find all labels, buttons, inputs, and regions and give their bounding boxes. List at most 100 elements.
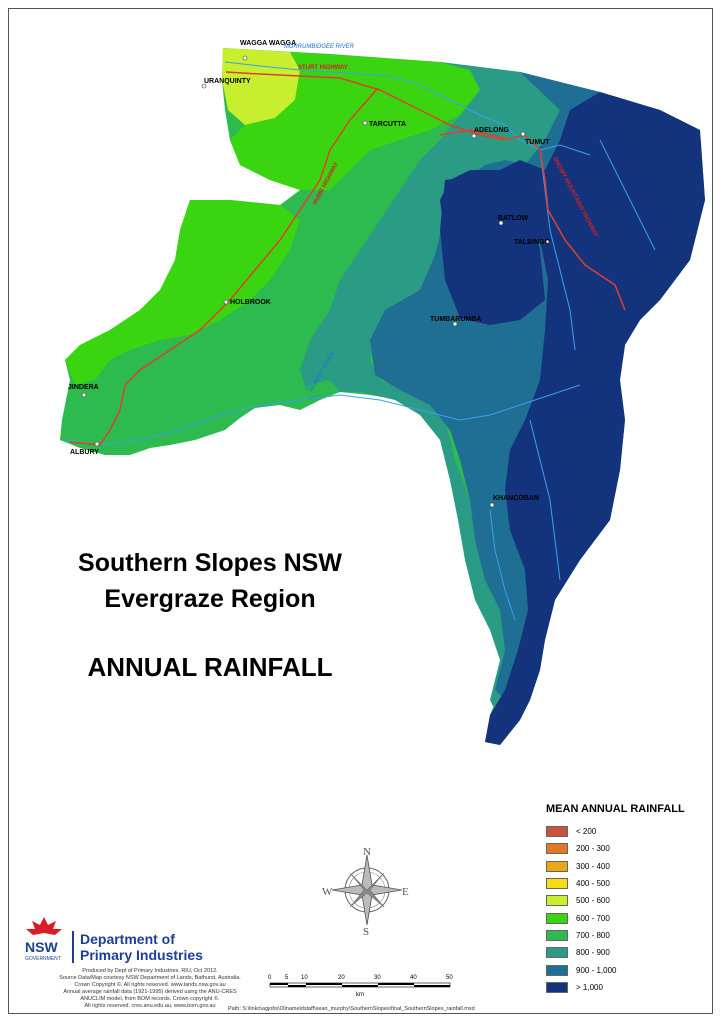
government-wordmark: GOVERNMENT	[25, 956, 61, 962]
tooma-river-line	[529, 419, 561, 581]
legend-swatch	[546, 981, 568, 993]
holbrook-label: HOLBROOK	[230, 299, 271, 306]
wagga-label: WAGGA WAGGA	[240, 40, 296, 47]
scale-segment	[342, 985, 378, 987]
scale-segment	[414, 985, 450, 987]
compass-e: E	[402, 886, 409, 898]
holbrook-marker	[223, 299, 229, 305]
compass-star-diag	[349, 872, 385, 908]
scale-unit: km	[356, 992, 364, 998]
tumbarumba-marker	[452, 321, 458, 327]
talbingo-marker	[545, 239, 551, 245]
sturt-highway-line	[225, 71, 526, 141]
uranquinty-label: URANQUINTY	[204, 78, 251, 85]
jindera-marker	[81, 392, 87, 398]
legend-swatch	[546, 895, 568, 907]
snowy-mountains-highway-line	[524, 134, 626, 311]
legend-swatch	[546, 878, 568, 890]
albury-label: ALBURY	[70, 449, 99, 456]
swampy-plain-river-line	[489, 509, 516, 621]
credit-line: ANUCLIM model, from BOM records. Crown c…	[80, 996, 220, 1002]
compass-w: W	[322, 886, 333, 898]
legend-label: 900 - 1,000	[576, 965, 617, 975]
tumut-marker	[520, 131, 526, 137]
compass-s: S	[363, 926, 369, 935]
scale-segment	[378, 983, 414, 985]
compass-n: N	[363, 846, 371, 858]
scale-tick-10: 10	[301, 975, 308, 981]
scale-tick-30: 30	[374, 975, 381, 981]
jindera-label: JINDERA	[68, 384, 99, 391]
tumbarumba-label: TUMBARUMBA	[430, 316, 481, 323]
legend-label: 500 - 600	[576, 896, 610, 906]
tumut-label: TUMUT	[525, 139, 550, 146]
map-frame	[8, 8, 713, 1014]
credit-line: Source Data/Map courtesy NSW Department …	[59, 975, 241, 981]
map-subtitle: ANNUAL RAINFALL	[87, 652, 333, 682]
place-markers	[81, 55, 551, 508]
legend-item: > 1,000	[546, 979, 716, 996]
waratah-icon: NSW GOVERNMENT	[25, 917, 62, 962]
wagga-link-road	[439, 129, 506, 139]
legend-label: 200 - 300	[576, 844, 610, 854]
scale-segment	[288, 985, 306, 987]
legend-swatch	[546, 964, 568, 976]
credits: Produced by Dept of Primary Industries, …	[30, 968, 270, 1010]
credit-line: All rights reserved. cres.anu.edu.au, ww…	[84, 1003, 216, 1009]
rainfall-zones	[60, 48, 705, 745]
file-path: Path: S:\linko\agjobs\00nameidstaff\sean…	[228, 1006, 475, 1012]
legend-label: 300 - 400	[576, 861, 610, 871]
department-line2: Primary Industries	[80, 947, 203, 963]
map-title-line2: Evergraze Region	[104, 585, 316, 613]
scale-tick-20: 20	[338, 975, 345, 981]
legend-item: 700 - 800	[546, 927, 716, 944]
legend: MEAN ANNUAL RAINFALL < 200 200 - 300 300 -…	[546, 803, 716, 996]
tarcutta-marker	[362, 120, 368, 126]
khancoban-marker	[489, 502, 495, 508]
roads	[69, 71, 626, 446]
legend-swatch	[546, 912, 568, 924]
zone-600-700-north	[230, 52, 480, 190]
murray-river-line	[64, 384, 581, 446]
department-name: Department of Primary Industries	[72, 931, 203, 963]
legend-swatch	[546, 860, 568, 872]
legend-title: MEAN ANNUAL RAINFALL	[546, 803, 685, 815]
tarcutta-label: TARCUTTA	[369, 121, 406, 128]
uranquinty-marker	[201, 83, 207, 89]
credit-line: Crown Copyright ©. All rights reserved. …	[74, 982, 226, 988]
hume-highway-line	[69, 87, 379, 446]
legend-item: 600 - 700	[546, 909, 716, 926]
murrumbidgee-river-label: MURRUMBIDGEE RIVER	[284, 44, 355, 50]
batlow-marker	[498, 220, 504, 226]
nsw-dpi-logo: NSW GOVERNMENT Department of Primary Ind…	[22, 915, 203, 963]
department-line1: Department of	[80, 931, 175, 947]
scale-tick-0: 0	[268, 975, 272, 981]
zone-500-600	[222, 48, 300, 125]
legend-item: 900 - 1,000	[546, 961, 716, 978]
zone-700-800-south	[300, 380, 340, 400]
rivers	[64, 61, 656, 621]
zone-over-1000-batlow	[440, 175, 545, 325]
scale-segment	[270, 983, 288, 985]
tributary-line	[599, 139, 656, 251]
legend-label: 700 - 800	[576, 930, 610, 940]
legend-label: > 1,000	[576, 982, 603, 992]
legend-label: 800 - 900	[576, 948, 610, 958]
legend-label: 400 - 500	[576, 879, 610, 889]
wagga-marker	[242, 55, 248, 61]
legend-item: 800 - 900	[546, 944, 716, 961]
talbingo-label: TALBINGO	[514, 239, 551, 246]
legend-item: 400 - 500	[546, 875, 716, 892]
legend-rows: < 200 200 - 300 300 - 400 400 - 500 500 - 60…	[546, 823, 716, 996]
adelong-marker	[471, 133, 477, 139]
legend-label: 600 - 700	[576, 913, 610, 923]
nsw-wordmark: NSW	[25, 939, 58, 955]
scale-tick-5: 5	[285, 975, 289, 981]
legend-item: < 200	[546, 823, 716, 840]
legend-swatch	[546, 843, 568, 855]
place-labels: WAGGA WAGGA URANQUINTY TARCUTTA ADELONG …	[68, 40, 551, 502]
legend-item: 200 - 300	[546, 840, 716, 857]
waratah-flower	[26, 917, 62, 935]
tumut-river-line	[539, 149, 576, 351]
khancoban-label: KHANCOBAN	[493, 495, 539, 502]
